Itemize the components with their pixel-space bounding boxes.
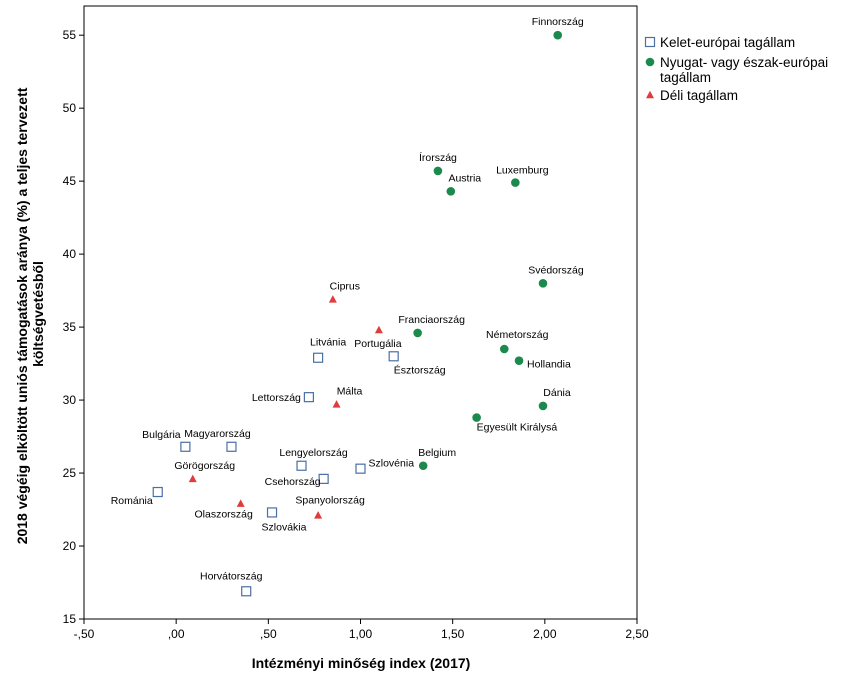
y-tick-label: 15	[63, 612, 77, 626]
point-label: Egyesült Királysá	[477, 422, 558, 434]
y-tick-label: 50	[63, 101, 77, 115]
data-point-east	[388, 351, 399, 362]
legend-marker-south	[646, 90, 654, 99]
legend: Kelet-európai tagállam Nyugat- vagy észak…	[644, 35, 828, 103]
point-label: Svédország	[528, 264, 584, 276]
point-label: Románia	[111, 495, 153, 507]
data-point-west	[511, 178, 520, 187]
data-point-south	[328, 295, 337, 303]
point-label: Lettország	[252, 392, 301, 404]
data-point-west	[499, 344, 509, 354]
point-label: Litvánia	[310, 337, 346, 349]
legend-label-west: tagállam	[660, 70, 711, 85]
x-tick-label: 1,00	[349, 627, 373, 641]
x-tick-label: -,50	[74, 627, 95, 641]
data-point-south	[236, 499, 245, 507]
data-point-west	[413, 328, 422, 338]
point-label: Szlovénia	[369, 458, 415, 470]
point-label: Csehország	[265, 476, 321, 488]
plot-area	[83, 5, 638, 620]
point-label: Magyarország	[184, 428, 251, 440]
point-label: Olaszország	[195, 509, 254, 521]
point-label: Belgium	[418, 447, 456, 459]
data-point-west	[418, 461, 428, 471]
point-label: Dánia	[543, 387, 571, 399]
data-point-south	[374, 325, 383, 334]
legend-label-west: Nyugat- vagy észak-európai	[660, 55, 828, 70]
point-label: Portugália	[354, 338, 401, 350]
point-label: Hollandia	[527, 359, 571, 371]
legend-label-east: Kelet-európai tagállam	[660, 35, 795, 50]
point-label: Görögország	[174, 460, 235, 472]
point-label: Észtország	[394, 363, 446, 376]
x-tick-label: ,00	[168, 627, 185, 641]
point-label: Írország	[419, 151, 457, 164]
point-label: Bulgária	[142, 429, 181, 441]
data-point-west	[433, 166, 443, 176]
x-tick-label: 2,00	[533, 627, 557, 641]
y-tick-label: 25	[63, 466, 77, 480]
y-tick-label: 40	[63, 247, 77, 261]
data-point-west	[538, 401, 548, 411]
data-point-east	[180, 441, 191, 452]
legend-label-south: Déli tagállam	[660, 88, 738, 103]
data-point-south	[314, 511, 323, 519]
data-point-east	[152, 486, 163, 498]
x-tick-label: 1,50	[441, 627, 465, 641]
point-label: Austria	[448, 172, 481, 184]
y-tick-label: 20	[63, 539, 77, 553]
point-label: Málta	[337, 385, 363, 397]
legend-marker-west	[645, 57, 655, 67]
data-point-west	[446, 187, 456, 196]
y-axis-title-line-1: 2018 végéig elköltött uniós támogatások …	[14, 87, 30, 544]
data-point-east	[266, 507, 278, 518]
y-axis: 15 20 25 30 35 40 45 50 55	[63, 28, 84, 626]
data-point-west	[514, 356, 524, 365]
point-label: Franciaország	[398, 314, 465, 326]
x-tick-label: ,50	[260, 627, 277, 641]
data-point-south	[188, 474, 197, 483]
data-points	[152, 30, 563, 597]
legend-marker-east	[644, 36, 656, 48]
data-point-west	[538, 279, 548, 288]
data-point-east	[296, 460, 307, 471]
data-point-east	[313, 352, 324, 363]
point-label: Luxemburg	[496, 165, 549, 177]
point-label: Horvátország	[200, 570, 263, 582]
point-label: Lengyelország	[279, 447, 347, 459]
data-point-east	[226, 441, 237, 452]
point-label: Németország	[486, 329, 549, 341]
y-tick-label: 30	[63, 393, 77, 407]
y-tick-label: 45	[63, 174, 77, 188]
y-axis-title-line-2: költségvetésből	[30, 261, 46, 367]
point-label: Finnország	[532, 16, 584, 28]
x-axis: -,50 ,00 ,50 1,00 1,50 2,00 2,50	[74, 619, 649, 641]
y-tick-label: 55	[63, 28, 77, 42]
y-tick-label: 35	[63, 320, 77, 334]
data-point-east	[241, 586, 252, 597]
data-point-east	[303, 392, 314, 403]
point-label: Ciprus	[330, 280, 360, 292]
data-point-east	[318, 473, 329, 484]
data-point-east	[355, 463, 366, 474]
data-point-west	[553, 30, 563, 40]
point-label: Spanyolország	[295, 494, 365, 506]
data-point-south	[332, 400, 341, 408]
y-axis-title: 2018 végéig elköltött uniós támogatások …	[14, 84, 46, 545]
point-labels: Horvátország Románia Bulgária Magyarország S…	[111, 16, 584, 582]
point-label: Szlovákia	[262, 521, 307, 533]
data-point-west	[472, 413, 481, 422]
x-axis-title: Intézményi minőség index (2017)	[252, 655, 471, 671]
x-tick-label: 2,50	[625, 627, 649, 641]
